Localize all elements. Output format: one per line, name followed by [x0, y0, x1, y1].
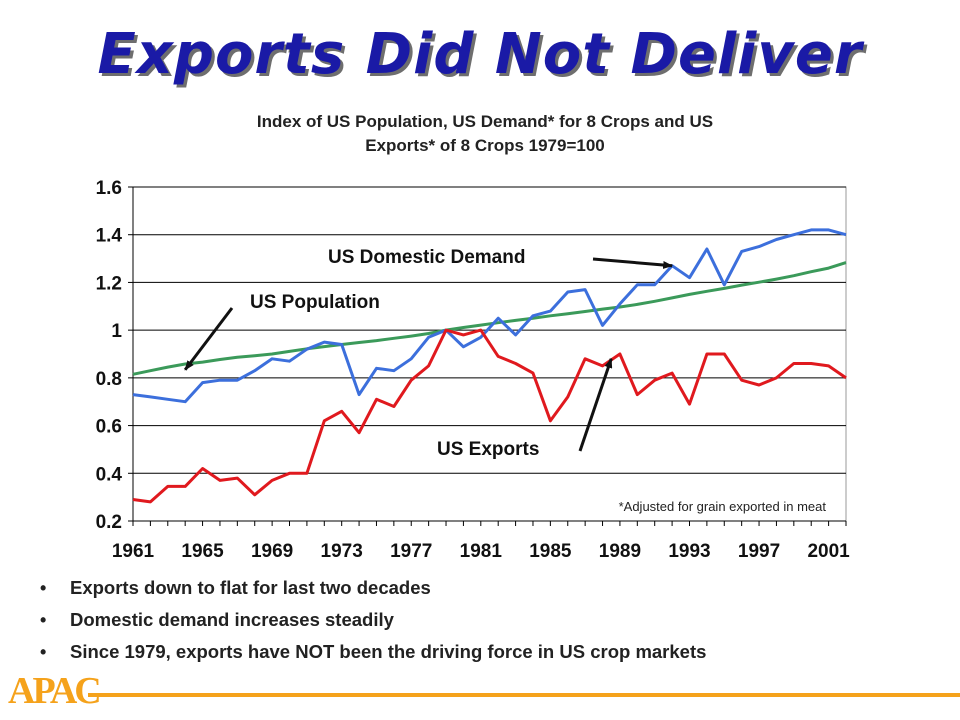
x-tick-label: 1961: [112, 541, 155, 560]
bullet-item: Exports down to flat for last two decade…: [40, 572, 706, 604]
annotation-arrow: [578, 357, 613, 452]
annotation-label: US Population: [250, 292, 380, 313]
series-line-us-exports: [132, 328, 847, 504]
series-line-us-domestic-demand: [132, 228, 847, 404]
y-tick-label: 1.4: [96, 226, 123, 247]
y-tick-label: 1: [111, 321, 122, 342]
x-tick-label: 2001: [807, 541, 850, 560]
y-tick-label: 0.8: [96, 369, 122, 390]
slide-title: Exports Did Not Deliver: [97, 22, 863, 87]
y-tick-label: 0.4: [96, 464, 123, 485]
bullet-item: Since 1979, exports have NOT been the dr…: [40, 636, 706, 668]
annotation-label: US Domestic Demand: [328, 247, 525, 268]
annotation-arrow: [592, 257, 674, 269]
x-tick-label: 1973: [321, 541, 363, 560]
bullet-item: Domestic demand increases steadily: [40, 604, 706, 636]
y-tick-label: 0.2: [96, 512, 122, 533]
chart-title-line-2: Exports* of 8 Crops 1979=100: [365, 136, 605, 155]
chart-footnote: *Adjusted for grain exported in meat: [619, 499, 827, 514]
annotation-arrow: [183, 307, 234, 371]
footer-divider: [88, 693, 960, 697]
x-tick-label: 1969: [251, 541, 293, 560]
x-tick-label: 1985: [529, 541, 572, 560]
x-tick-label: 1965: [181, 541, 224, 560]
annotation-label: US Exports: [437, 439, 539, 460]
x-tick-label: 1977: [390, 541, 432, 560]
x-tick-label: 1981: [460, 541, 503, 560]
chart-title-line-1: Index of US Population, US Demand* for 8…: [256, 112, 714, 131]
y-tick-label: 1.6: [96, 178, 122, 199]
line-chart: 0.2 0.4 0.6 0.8 1 1.2 1.4 1.6 1961 1965 1969 1973 19…: [96, 178, 851, 560]
x-tick-label: 1997: [738, 541, 780, 560]
plot-area: [132, 186, 847, 522]
series-line-us-population: [132, 261, 847, 376]
chart-title: Index of US Population, US Demand* for 8…: [155, 110, 815, 158]
bullet-list: Exports down to flat for last two decade…: [40, 572, 706, 668]
y-tick-label: 0.6: [96, 417, 122, 438]
apac-logo: APAC: [8, 670, 102, 712]
y-tick-label: 1.2: [96, 273, 122, 294]
x-tick-label: 1989: [599, 541, 641, 560]
x-tick-label: 1993: [668, 541, 710, 560]
